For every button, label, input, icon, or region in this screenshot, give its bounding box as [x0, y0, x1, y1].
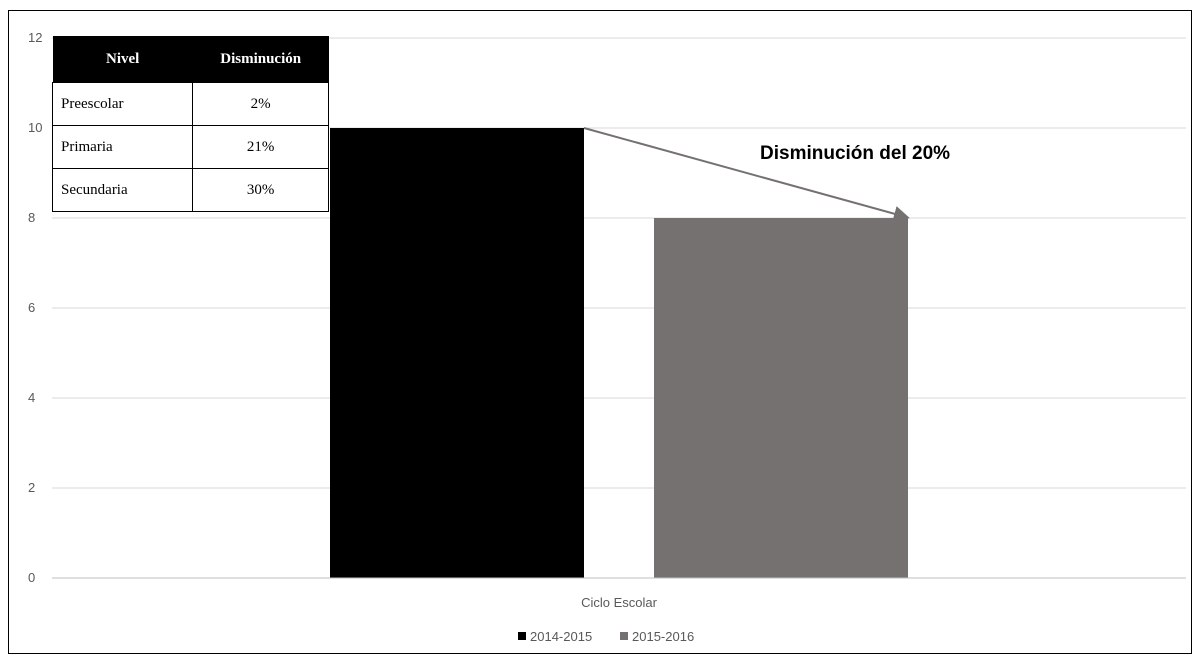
row-decrease: 30% — [192, 168, 329, 212]
table-header-row: Nivel Disminución — [52, 36, 329, 83]
annotation-text: Disminución del 20% — [760, 143, 950, 164]
legend-swatch — [620, 632, 628, 640]
y-tick-label: 2 — [28, 480, 35, 495]
y-tick-label: 8 — [28, 210, 35, 225]
decrease-arrow — [583, 127, 910, 222]
legend: 2014-2015 2015-2016 — [518, 629, 694, 644]
y-tick-label: 12 — [28, 30, 42, 45]
y-tick-label: 0 — [28, 570, 35, 585]
x-axis-label: Ciclo Escolar — [581, 595, 658, 610]
decrease-table: Nivel Disminución Preescolar 2% Primaria… — [51, 36, 329, 212]
header-disminucion: Disminución — [192, 36, 329, 83]
row-level: Primaria — [51, 125, 194, 169]
bar-2015-2016 — [654, 218, 908, 578]
table-row: Preescolar 2% — [51, 82, 329, 126]
table-row: Secundaria 30% — [51, 168, 329, 212]
header-nivel: Nivel — [52, 36, 193, 83]
annotation: Disminución del 20% — [583, 127, 950, 222]
legend-label: 2014-2015 — [530, 629, 592, 644]
y-tick-label: 4 — [28, 390, 35, 405]
y-axis-ticks: 0 2 4 6 8 10 12 — [28, 30, 42, 585]
y-tick-label: 10 — [28, 120, 42, 135]
row-decrease: 2% — [192, 82, 329, 126]
legend-swatch — [518, 632, 526, 640]
row-level: Secundaria — [51, 168, 194, 212]
table-row: Primaria 21% — [51, 125, 329, 169]
legend-label: 2015-2016 — [632, 629, 694, 644]
y-tick-label: 6 — [28, 300, 35, 315]
row-decrease: 21% — [192, 125, 329, 169]
bars — [330, 128, 908, 578]
row-level: Preescolar — [51, 82, 194, 126]
bar-2014-2015 — [330, 128, 584, 578]
